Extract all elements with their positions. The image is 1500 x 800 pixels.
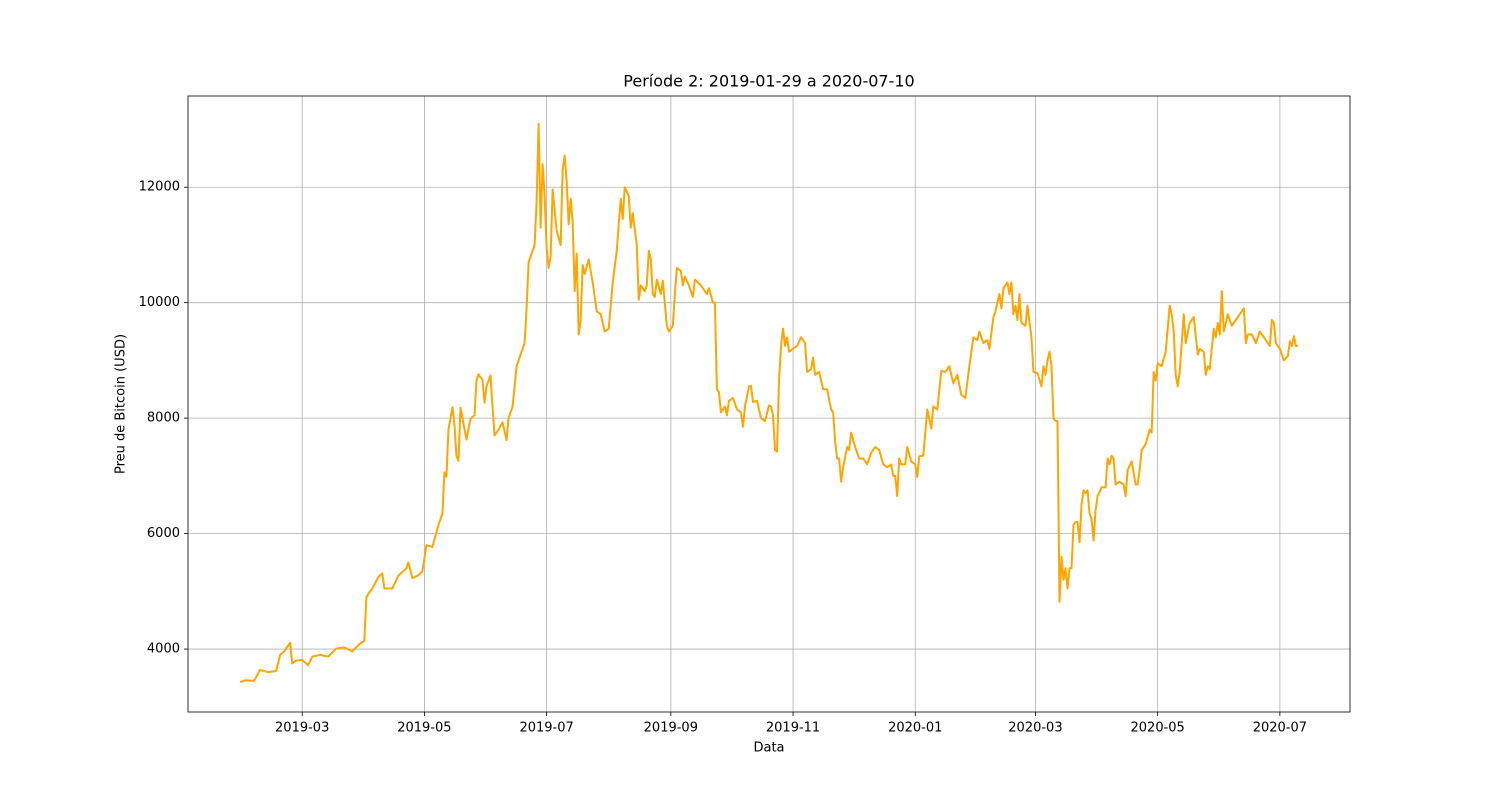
x-tick-label: 2019-09: [644, 721, 698, 736]
x-tick-label: 2020-07: [1253, 721, 1307, 736]
chart-title: Període 2: 2019-01-29 a 2020-07-10: [623, 72, 914, 91]
y-axis-label: Preu de Bitcoin (USD): [114, 334, 129, 474]
x-tick-label: 2020-05: [1131, 721, 1185, 736]
y-tick-label: 8000: [147, 411, 180, 426]
plot-frame: [187, 95, 1351, 713]
x-tick-label: 2019-07: [519, 721, 573, 736]
x-tick-label: 2020-01: [888, 721, 942, 736]
price-line: [239, 122, 1298, 683]
y-tick-label: 4000: [147, 642, 180, 657]
y-tick-label: 12000: [139, 180, 180, 195]
x-tick-label: 2019-11: [766, 721, 820, 736]
x-tick-label: 2020-03: [1008, 721, 1062, 736]
x-tick-label: 2019-05: [397, 721, 451, 736]
x-tick-label: 2019-03: [275, 721, 329, 736]
y-tick-label: 10000: [139, 295, 180, 310]
x-axis-label: Data: [753, 741, 784, 756]
y-tick-label: 6000: [147, 526, 180, 541]
